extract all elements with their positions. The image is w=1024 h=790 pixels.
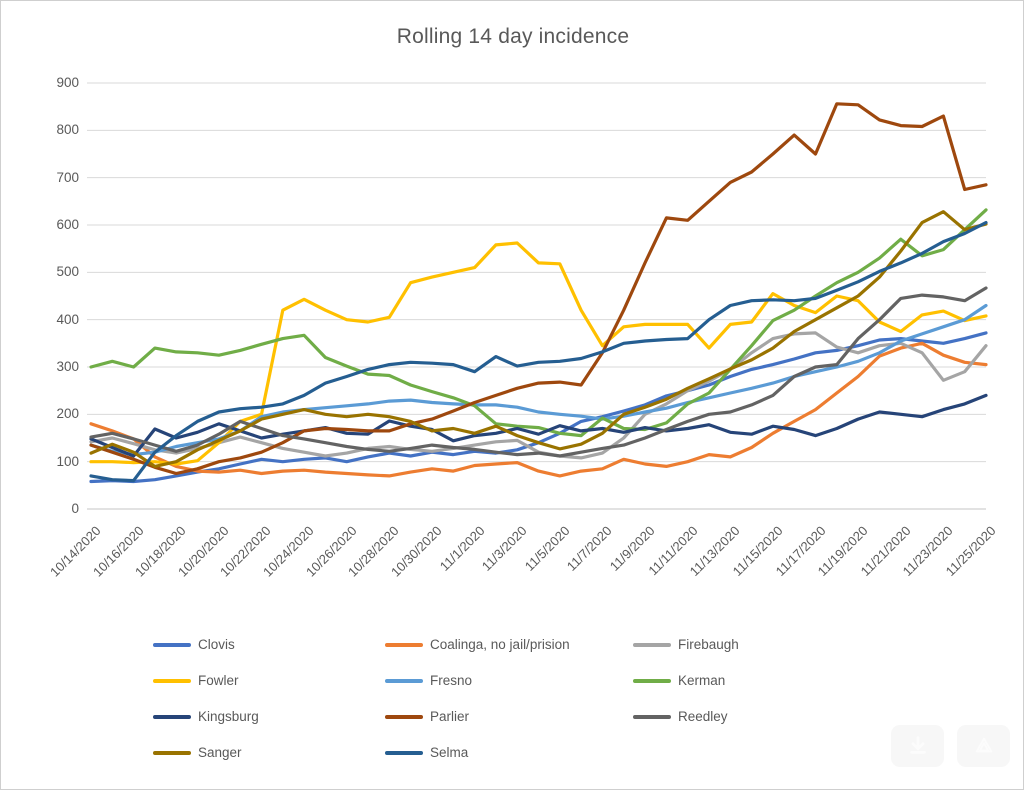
legend-swatch-icon bbox=[385, 750, 423, 755]
legend-swatch-icon bbox=[633, 714, 671, 719]
legend-item-coalinga-no-jail-prision: Coalinga, no jail/prision bbox=[385, 633, 633, 656]
legend-item-sanger: Sanger bbox=[153, 741, 385, 764]
legend-item-reedley: Reedley bbox=[633, 705, 873, 728]
legend-item-kingsburg: Kingsburg bbox=[153, 705, 385, 728]
legend-label: Kingsburg bbox=[198, 709, 259, 724]
legend-label: Clovis bbox=[198, 637, 235, 652]
download-arrow-icon bbox=[909, 736, 926, 754]
gridlines bbox=[87, 82, 986, 510]
legend-label: Fowler bbox=[198, 673, 239, 688]
legend-item-firebaugh: Firebaugh bbox=[633, 633, 873, 656]
series-line-sanger bbox=[89, 210, 988, 468]
y-tick-label-200: 200 bbox=[56, 406, 79, 422]
legend-item-clovis: Clovis bbox=[153, 633, 385, 656]
legend-item-kerman: Kerman bbox=[633, 669, 873, 692]
legend-item-parlier: Parlier bbox=[385, 705, 633, 728]
legend-swatch-icon bbox=[633, 642, 671, 647]
legend-swatch-icon bbox=[153, 714, 191, 719]
legend-label: Coalinga, no jail/prision bbox=[430, 637, 570, 652]
legend-label: Parlier bbox=[430, 709, 470, 724]
legend-item-fresno: Fresno bbox=[385, 669, 633, 692]
legend-label: Firebaugh bbox=[678, 637, 739, 652]
visual-search-button[interactable] bbox=[957, 725, 1010, 767]
legend-label: Sanger bbox=[198, 745, 242, 760]
legend-label: Reedley bbox=[678, 709, 728, 724]
legend-label: Selma bbox=[430, 745, 469, 760]
y-tick-label-300: 300 bbox=[56, 359, 79, 374]
legend-swatch-icon bbox=[153, 750, 191, 755]
recycle-icon bbox=[975, 737, 992, 753]
series-lines bbox=[89, 102, 988, 484]
download-button[interactable] bbox=[891, 725, 944, 767]
series-line-parlier bbox=[89, 102, 988, 476]
chart-legend: Clovis Coalinga, no jail/prision Firebaugh… bbox=[153, 633, 893, 764]
legend-label: Fresno bbox=[430, 673, 473, 688]
legend-swatch-icon bbox=[385, 678, 423, 683]
y-tick-label-700: 700 bbox=[56, 169, 79, 185]
y-tick-label-800: 800 bbox=[56, 122, 79, 138]
y-tick-label-400: 400 bbox=[56, 311, 79, 327]
series-line-reedley bbox=[89, 286, 988, 458]
series-line-kingsburg bbox=[89, 393, 988, 458]
y-tick-label-900: 900 bbox=[56, 75, 79, 90]
legend-swatch-icon bbox=[385, 714, 423, 719]
series-line-selma bbox=[89, 221, 988, 483]
legend-swatch-icon bbox=[633, 678, 671, 683]
legend-label: Kerman bbox=[678, 673, 726, 688]
legend-swatch-icon bbox=[153, 642, 191, 647]
legend-swatch-icon bbox=[153, 678, 191, 683]
legend-swatch-icon bbox=[385, 642, 423, 647]
y-tick-label-100: 100 bbox=[56, 453, 79, 469]
y-tick-label-0: 0 bbox=[71, 501, 79, 516]
y-tick-label-500: 500 bbox=[56, 264, 79, 280]
series-line-kerman bbox=[89, 208, 988, 438]
legend-item-fowler: Fowler bbox=[153, 669, 385, 692]
chart-title: Rolling 14 day incidence bbox=[396, 25, 630, 48]
series-line-coalinga-no-jail-prision bbox=[89, 341, 988, 478]
legend-item-selma: Selma bbox=[385, 741, 633, 764]
y-tick-label-600: 600 bbox=[56, 217, 79, 232]
